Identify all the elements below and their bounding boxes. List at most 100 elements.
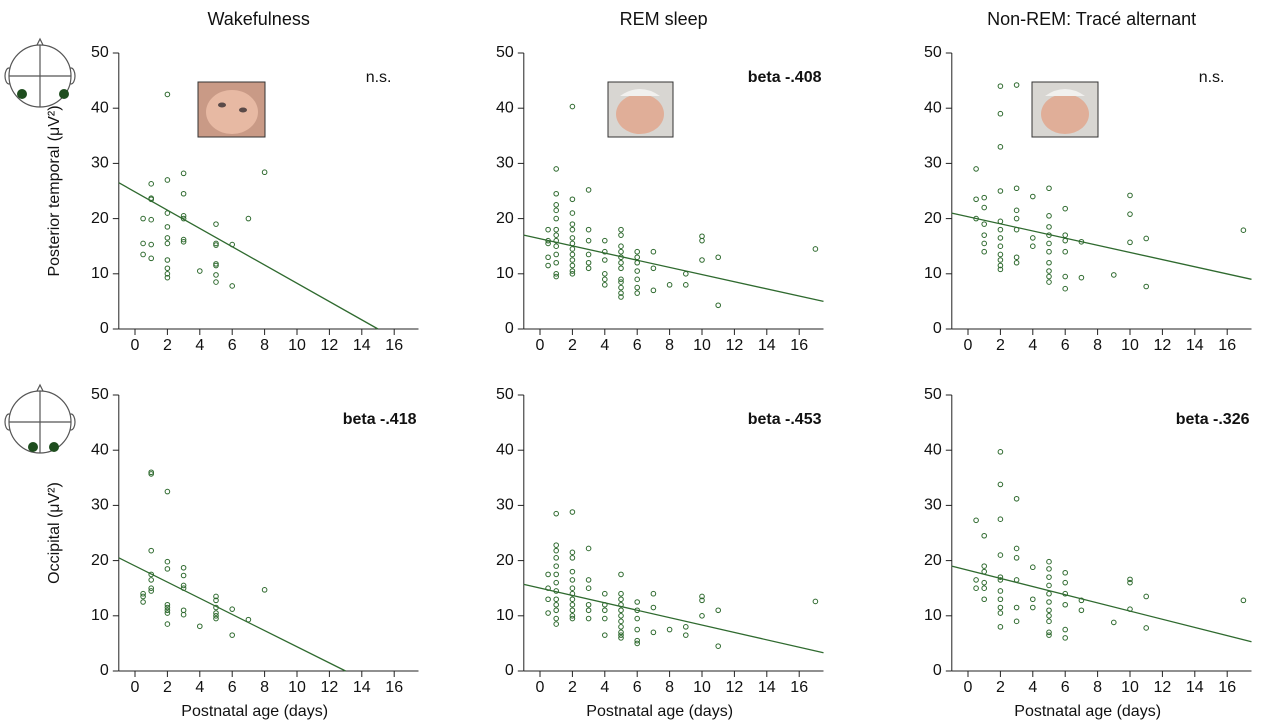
y-tick-label: 40 (924, 441, 942, 458)
trend-line (118, 557, 346, 672)
point (997, 624, 1004, 630)
y-tick-label: 50 (91, 44, 109, 61)
point (1046, 590, 1052, 597)
point (148, 547, 154, 554)
point (997, 83, 1004, 89)
point (602, 248, 608, 255)
point (553, 226, 560, 233)
x-tick-label: 10 (288, 337, 306, 354)
point (973, 196, 979, 203)
point (1013, 259, 1020, 266)
panel-title: REM sleep (620, 9, 708, 29)
point (569, 509, 576, 515)
point (229, 606, 235, 612)
point (997, 481, 1004, 488)
point (666, 282, 673, 288)
point (164, 566, 171, 572)
point (553, 571, 560, 578)
point (1046, 618, 1052, 625)
point (1046, 213, 1052, 219)
point (569, 568, 576, 575)
point (585, 577, 592, 583)
point (213, 240, 219, 247)
point (683, 624, 689, 630)
point (1078, 607, 1085, 614)
point (997, 552, 1004, 558)
point (1143, 593, 1149, 600)
trend-line (523, 583, 824, 654)
point (213, 279, 219, 285)
point (997, 449, 1004, 455)
point (545, 571, 551, 578)
point (715, 643, 722, 649)
x-tick-label: 12 (321, 337, 339, 354)
x-tick-label: 10 (693, 679, 711, 696)
annotation: n.s. (366, 69, 392, 86)
point (997, 596, 1004, 603)
point (981, 563, 988, 569)
x-axis-label: Postnatal age (days) (181, 703, 328, 720)
point (553, 273, 560, 280)
point (634, 276, 641, 283)
x-tick-label: 8 (1093, 679, 1102, 696)
point (1030, 596, 1036, 603)
point (1111, 272, 1117, 278)
y-tick-label: 20 (924, 210, 942, 227)
photo (1031, 81, 1099, 138)
point (1046, 599, 1052, 605)
point (569, 246, 576, 252)
x-tick-label: 2 (996, 679, 1005, 696)
point (699, 257, 705, 263)
y-tick-label: 10 (91, 607, 109, 624)
point (618, 265, 624, 272)
point (553, 563, 560, 569)
x-tick-label: 16 (790, 337, 808, 354)
point (1046, 185, 1052, 192)
y-tick-label: 0 (100, 320, 109, 337)
y-tick-label: 0 (933, 662, 942, 679)
y-tick-label: 20 (91, 552, 109, 569)
point (569, 615, 576, 622)
point (618, 243, 624, 249)
point (618, 571, 624, 578)
point (602, 632, 608, 638)
x-tick-label: 8 (665, 679, 674, 696)
x-axis-label: Postnatal age (days) (586, 703, 733, 720)
point (553, 601, 560, 608)
point (634, 640, 641, 647)
point (545, 254, 551, 261)
panel-title: Wakefulness (207, 9, 309, 29)
point (148, 571, 154, 578)
x-tick-label: 0 (131, 337, 140, 354)
point (650, 604, 657, 611)
y-tick-label: 20 (496, 210, 514, 227)
point (602, 282, 608, 288)
point (997, 144, 1004, 150)
x-tick-label: 12 (726, 679, 744, 696)
y-tick-label: 10 (924, 607, 942, 624)
x-tick-label: 4 (600, 679, 609, 696)
point (545, 262, 551, 269)
point (180, 213, 187, 219)
y-tick-label: 0 (933, 320, 942, 337)
point (1046, 558, 1052, 565)
point (553, 615, 560, 622)
point (213, 242, 219, 248)
y-tick-label: 50 (924, 386, 942, 403)
point (1046, 629, 1052, 636)
point (148, 577, 154, 583)
point (164, 224, 171, 230)
x-tick-label: 6 (633, 337, 642, 354)
point (618, 590, 624, 597)
point (164, 271, 171, 277)
point (553, 190, 560, 197)
point (973, 166, 979, 172)
point (997, 257, 1004, 263)
point (1062, 285, 1068, 292)
x-tick-label: 12 (1154, 337, 1172, 354)
x-tick-label: 0 (964, 679, 973, 696)
point (973, 577, 979, 583)
y-tick-label: 0 (505, 320, 514, 337)
point (1127, 211, 1133, 217)
